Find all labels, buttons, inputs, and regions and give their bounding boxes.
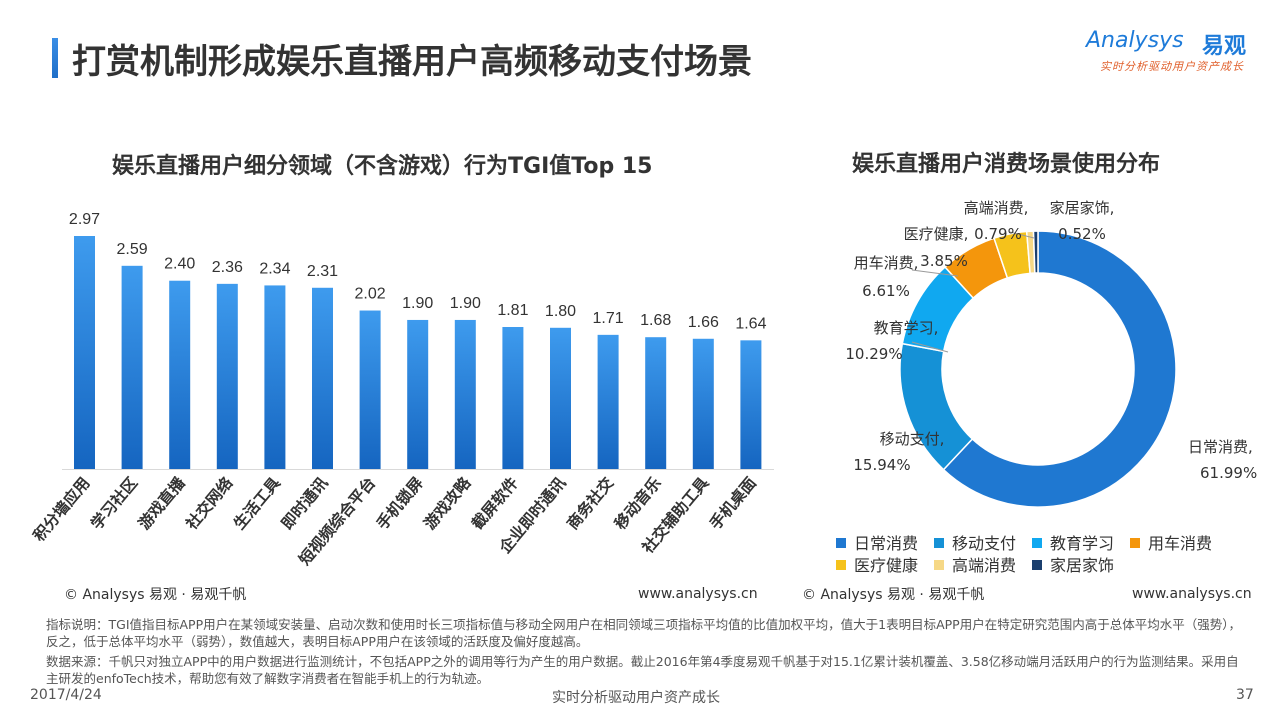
bar	[169, 280, 191, 469]
legend-label: 教育学习	[1050, 534, 1115, 553]
source-right: © Analysys 易观 · 易观千帆	[802, 587, 985, 603]
slice-pct-label: 0.52%	[1058, 225, 1106, 243]
slice-name-label: 移动支付,	[880, 430, 945, 448]
bar-value-label: 2.36	[212, 259, 243, 276]
page-number: 37	[1236, 687, 1254, 703]
bar-value-label: 2.02	[355, 286, 386, 303]
legend-swatch	[1032, 560, 1042, 570]
footer-slogan: 实时分析驱动用户资产成长	[552, 690, 720, 706]
slice-name-label: 教育学习,	[874, 319, 939, 337]
bar-value-label: 1.90	[402, 295, 433, 312]
bar-value-label: 2.59	[117, 241, 148, 258]
slice-name-label: 日常消费,	[1188, 438, 1253, 456]
legend-item: 医疗健康	[836, 552, 918, 576]
bar-value-label: 1.90	[450, 295, 481, 312]
slice-pct-label: 15.94%	[853, 456, 910, 474]
bar	[740, 340, 762, 469]
legend-label: 高端消费	[952, 556, 1017, 575]
bar	[359, 310, 381, 469]
bar	[121, 265, 143, 469]
bar-value-label: 1.64	[735, 315, 766, 332]
slice-pct-label: 10.29%	[845, 345, 902, 363]
url-left: www.analysys.cn	[638, 586, 758, 602]
bar	[550, 327, 571, 469]
bar-value-label: 2.31	[307, 263, 338, 280]
donut-slice	[899, 342, 974, 471]
legend-item: 移动支付	[934, 530, 1016, 554]
bar-value-label: 1.68	[640, 312, 671, 329]
slice-pct-label: 6.61%	[862, 282, 910, 300]
legend-swatch	[934, 538, 944, 548]
bar	[645, 337, 667, 469]
analysys-logo: Analysys 易观 实时分析驱动用户资产成长	[1086, 28, 1246, 76]
leader-line	[911, 269, 959, 277]
page-title: 打赏机制形成娱乐直播用户高频移动支付场景	[72, 42, 752, 82]
bar	[216, 283, 238, 469]
legend-label: 日常消费	[854, 534, 919, 553]
slice-pct-label: 3.85%	[920, 252, 968, 270]
logo-text: Analysys	[1086, 28, 1184, 53]
legend-label: 医疗健康	[854, 556, 919, 575]
bar-chart-title: 娱乐直播用户细分领域（不含游戏）行为TGI值Top 15	[112, 154, 653, 179]
leader-line	[911, 341, 949, 353]
bar-value-label: 1.80	[545, 303, 576, 320]
bar	[264, 285, 286, 469]
donut-slice	[1032, 230, 1039, 274]
leader-line	[1009, 231, 1035, 239]
slice-name-label: 医疗健康,	[904, 225, 969, 243]
bar	[454, 319, 476, 469]
donut-chart-title: 娱乐直播用户消费场景使用分布	[852, 152, 1161, 177]
slice-pct-label: 61.99%	[1200, 464, 1257, 482]
bar	[597, 334, 619, 469]
slice-name-label: 用车消费,	[854, 254, 919, 272]
url-right: www.analysys.cn	[1132, 586, 1252, 602]
legend-item: 日常消费	[836, 530, 918, 554]
legend-swatch	[836, 538, 846, 548]
bar-value-label: 2.34	[259, 260, 290, 277]
bar-value-label: 1.81	[497, 302, 528, 319]
slice-pct-label: 0.79%	[974, 225, 1022, 243]
legend-item: 用车消费	[1130, 530, 1212, 554]
bar	[407, 319, 429, 469]
legend-item: 教育学习	[1032, 530, 1114, 554]
logo-cn-text: 易观	[1202, 34, 1247, 59]
indicator-note: 指标说明：TGI值指目标APP用户在某领域安装量、启动次数和使用时长三项指标值与…	[46, 617, 1241, 649]
bar	[502, 327, 524, 469]
legend-swatch	[836, 560, 846, 570]
legend-item: 高端消费	[934, 552, 1016, 576]
legend-label: 家居家饰	[1050, 556, 1115, 575]
donut-slice	[942, 230, 1177, 508]
legend-item: 家居家饰	[1032, 552, 1114, 576]
data-source-note: 数据来源：千帆只对独立APP中的用户数据进行监测统计，不包括APP之外的调用等行…	[46, 654, 1239, 686]
slice-name-label: 高端消费,	[964, 199, 1029, 217]
bar	[312, 287, 333, 469]
bar-value-label: 2.97	[69, 211, 100, 228]
source-left: © Analysys 易观 · 易观千帆	[64, 587, 247, 603]
footer-date: 2017/4/24	[30, 687, 102, 703]
legend-swatch	[1032, 538, 1042, 548]
bar-value-label: 1.71	[593, 310, 624, 327]
bar-value-label: 1.66	[688, 314, 719, 331]
legend-label: 用车消费	[1148, 534, 1213, 553]
legend-label: 移动支付	[952, 534, 1017, 553]
bar	[74, 236, 95, 469]
bar	[692, 338, 714, 469]
title-accent-bar	[52, 38, 58, 78]
bar-value-label: 2.40	[164, 256, 195, 273]
legend-swatch	[934, 560, 944, 570]
legend-swatch	[1130, 538, 1140, 548]
logo-slogan: 实时分析驱动用户资产成长	[1100, 60, 1244, 73]
slice-name-label: 家居家饰,	[1050, 199, 1115, 217]
